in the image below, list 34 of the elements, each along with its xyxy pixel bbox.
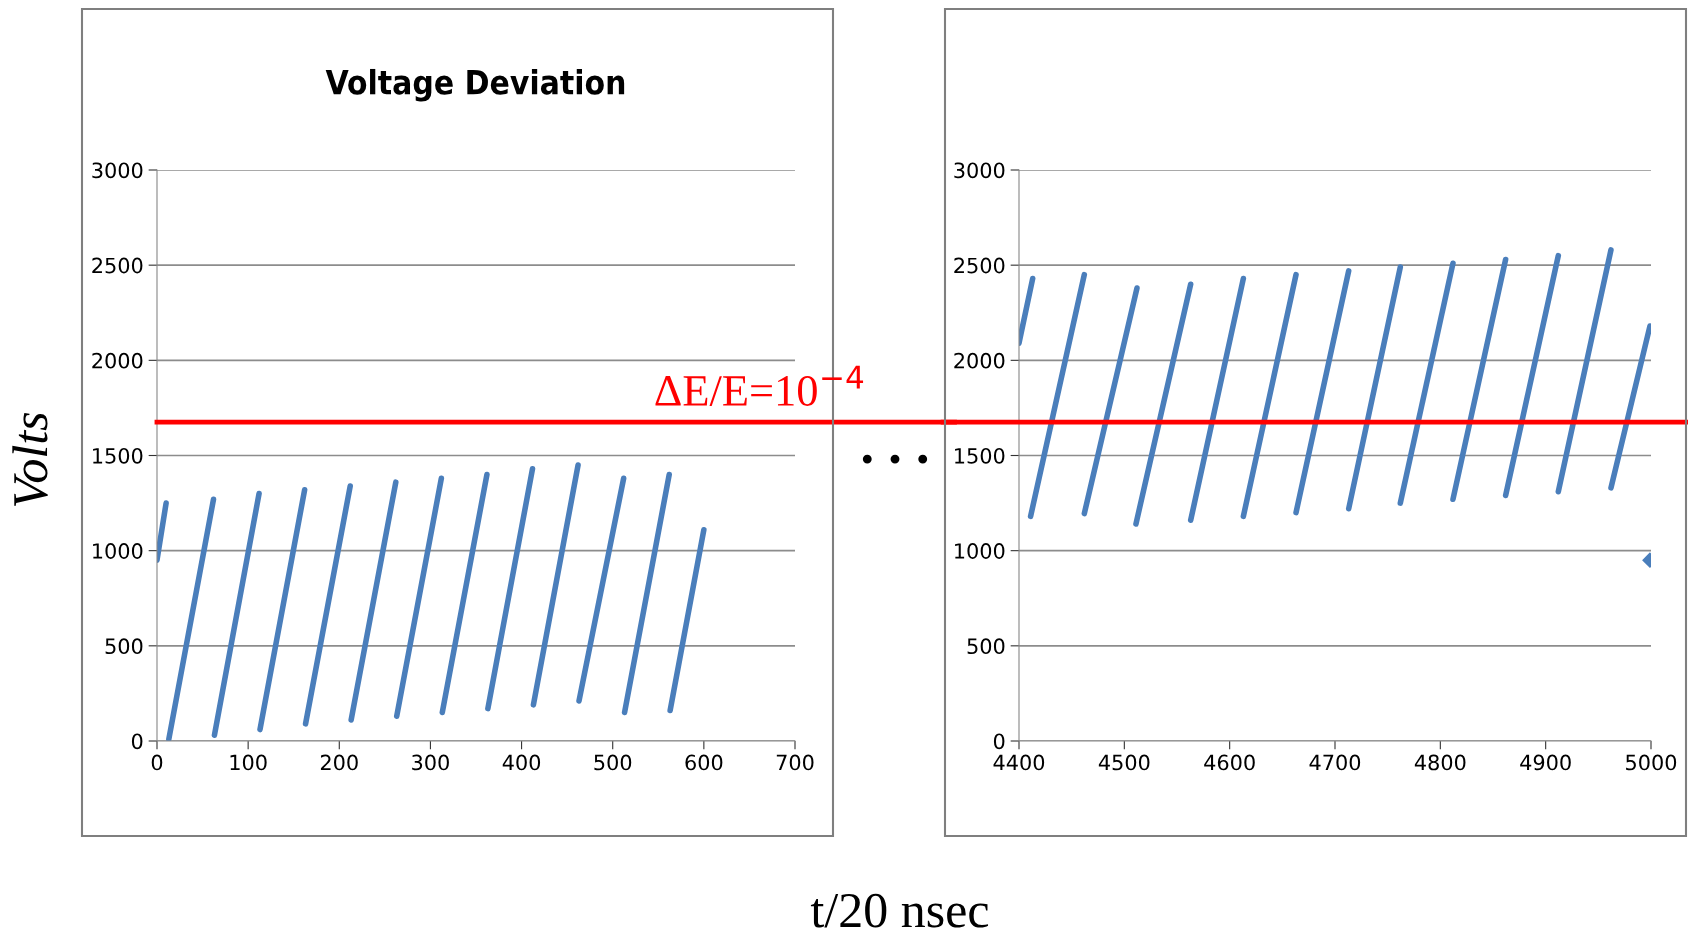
x-axis-title: t/20 nsec bbox=[810, 893, 989, 928]
x-tick-label: 700 bbox=[776, 754, 814, 771]
y-tick-label: 2500 bbox=[954, 257, 1005, 274]
x-tick-label: 4600 bbox=[1204, 754, 1255, 771]
x-tick-label: 600 bbox=[685, 754, 723, 771]
x-tick-label: 300 bbox=[412, 754, 449, 771]
x-tick-label: 4700 bbox=[1309, 754, 1361, 771]
y-axis-title: Volts bbox=[12, 412, 48, 506]
x-tick-label: 5000 bbox=[1626, 754, 1677, 771]
chart-title: Voltage Deviation bbox=[325, 68, 625, 102]
x-tick-label: 4800 bbox=[1414, 754, 1466, 771]
y-tick-label: 2000 bbox=[954, 352, 1005, 369]
y-tick-label: 1000 bbox=[93, 543, 143, 559]
y-tick-label: 2500 bbox=[92, 257, 143, 274]
x-tick-label: 0 bbox=[151, 754, 163, 771]
x-tick-label: 4400 bbox=[993, 754, 1045, 771]
x-tick-label: 4900 bbox=[1520, 754, 1571, 771]
y-tick-label: 2000 bbox=[92, 352, 143, 369]
y-tick-label: 500 bbox=[967, 638, 1005, 655]
text: • • • bbox=[862, 454, 928, 464]
y-tick-label: 0 bbox=[131, 733, 143, 750]
x-tick-label: 400 bbox=[502, 754, 541, 771]
x-tick-label: 100 bbox=[230, 754, 267, 771]
y-tick-label: 3000 bbox=[954, 162, 1005, 179]
y-tick-label: 0 bbox=[993, 733, 1005, 750]
x-tick-label: 200 bbox=[320, 754, 358, 771]
x-tick-label: 500 bbox=[594, 754, 632, 771]
y-tick-label: 500 bbox=[105, 638, 143, 655]
y-tick-label: 3000 bbox=[92, 162, 143, 179]
y-tick-label: 1000 bbox=[955, 543, 1005, 559]
y-tick-label: 1500 bbox=[955, 447, 1005, 464]
x-tick-label: 4500 bbox=[1098, 754, 1150, 771]
annotation: ΔE/E=10$^{−4}$ bbox=[655, 365, 864, 406]
y-tick-label: 1500 bbox=[93, 447, 143, 464]
